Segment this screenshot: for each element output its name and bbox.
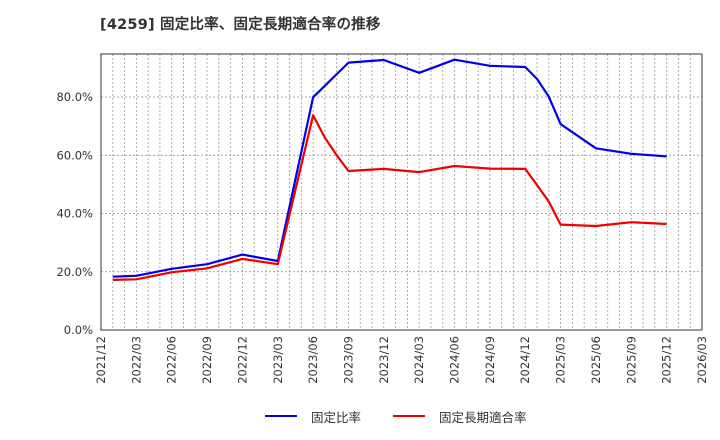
x-tick-label: 2022/12	[235, 336, 249, 384]
x-tick-label: 2022/06	[165, 336, 179, 384]
plot-frame	[100, 53, 703, 331]
x-tick-label: 2024/06	[448, 336, 462, 384]
y-tick-label: 60.0%	[56, 148, 93, 162]
chart-title: [4259] 固定比率、固定長期適合率の推移	[100, 17, 381, 33]
data-series	[112, 58, 667, 281]
y-axis-ticks: 0.0% 20.0% 40.0% 60.0% 80.0%	[56, 90, 93, 337]
x-tick-label: 2025/09	[624, 336, 638, 384]
x-tick-label: 2021/12	[94, 336, 108, 384]
legend-label: 固定比率	[311, 409, 362, 425]
x-tick-label: 2024/03	[412, 336, 426, 384]
x-tick-label: 2023/09	[341, 336, 355, 384]
x-tick-label: 2024/12	[518, 336, 532, 384]
x-tick-label: 2022/09	[200, 336, 214, 384]
x-tick-label: 2025/06	[589, 336, 603, 384]
x-tick-label: 2025/12	[660, 336, 674, 384]
legend-item-fixed-long-term-ratio: 固定長期適合率	[393, 405, 527, 427]
grid-lines	[101, 54, 702, 330]
y-tick-label: 40.0%	[56, 207, 93, 221]
y-tick-label: 0.0%	[64, 323, 93, 337]
legend-swatch-red	[393, 415, 425, 417]
legend-item-fixed-ratio: 固定比率	[265, 405, 361, 427]
x-tick-label: 2023/03	[271, 336, 285, 384]
x-tick-label: 2026/03	[695, 336, 709, 384]
legend-swatch-blue	[265, 415, 297, 417]
x-tick-label: 2023/06	[306, 336, 320, 384]
x-axis-ticks: 2021/12 2022/03 2022/06 2022/09 2022/12 2023/…	[94, 336, 709, 384]
y-tick-label: 20.0%	[56, 265, 93, 279]
legend-label: 固定長期適合率	[439, 409, 527, 425]
series-fixed-long-term-ratio-line	[112, 114, 667, 281]
x-tick-label: 2022/03	[129, 336, 143, 384]
x-tick-label: 2025/03	[554, 336, 568, 384]
y-tick-label: 80.0%	[56, 90, 93, 104]
x-tick-label: 2024/09	[483, 336, 497, 384]
x-tick-label: 2023/12	[377, 336, 391, 384]
series-fixed-ratio-line	[112, 58, 667, 278]
legend: 固定比率 固定長期適合率	[0, 405, 720, 427]
